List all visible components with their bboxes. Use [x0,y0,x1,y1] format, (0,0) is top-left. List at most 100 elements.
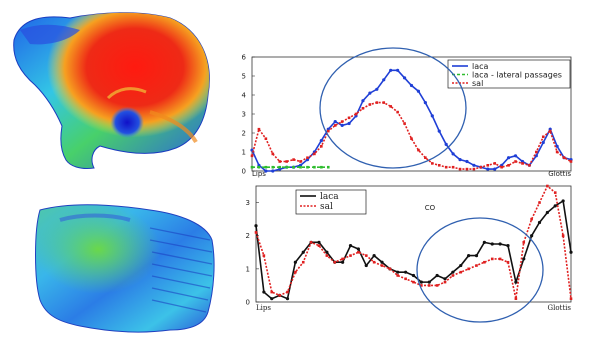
data-point [472,167,476,171]
data-point [250,165,254,169]
data-point [264,169,268,173]
data-point [437,129,441,133]
data-point [506,260,510,264]
data-point [451,274,455,277]
data-point [562,156,566,159]
data-point [420,284,423,287]
data-point [306,156,309,159]
data-point [417,148,420,152]
data-point [341,260,345,264]
data-point [444,165,448,169]
data-point [372,260,376,264]
data-point [522,241,526,244]
data-point [514,160,517,163]
data-point [270,290,274,294]
data-point [541,135,545,139]
data-point [326,165,330,169]
data-point [451,270,455,274]
data-point [278,165,282,169]
data-point [264,137,268,140]
data-point [427,284,431,287]
data-point [486,167,490,171]
data-point [435,273,439,278]
legend-box [295,189,367,215]
data-point [270,297,274,301]
y-tick-label: 2 [242,130,246,138]
highlight-ellipse [319,47,467,169]
data-point [459,263,463,268]
data-point [294,270,297,274]
data-point [326,129,330,133]
data-point [521,162,524,165]
series-line-sal [255,184,572,299]
data-point [404,270,408,274]
data-point [354,112,358,116]
data-point [285,160,288,163]
series-line-laca [255,199,572,300]
data-point [333,124,337,127]
data-point [262,254,266,257]
legend-label: laca [472,62,489,71]
data-point [569,250,573,254]
data-point [490,242,494,246]
data-point [411,273,416,278]
legend-label: laca [320,192,339,202]
data-point [380,264,384,267]
data-point [368,103,372,106]
data-point [416,89,421,93]
data-point [368,91,372,95]
data-point [530,234,534,238]
data-point [293,260,297,264]
data-point [498,257,502,261]
data-point [546,184,549,188]
data-point [364,254,368,257]
data-point [423,101,427,105]
data-point [325,250,329,254]
data-point [361,99,365,103]
data-point [528,164,531,167]
vocal-tract-model-top [13,12,210,169]
data-point [347,116,351,120]
y-tick-label: 0 [242,168,246,176]
data-point [402,76,407,80]
data-point [396,274,400,277]
data-point [451,165,455,169]
data-point [313,152,316,156]
y-tick-label: 1 [242,149,246,157]
data-point [299,165,302,169]
data-point [514,297,518,300]
data-point [535,150,538,154]
data-point [467,254,471,258]
data-point [479,165,483,169]
legend-box [447,59,571,89]
y-tick-label: 5 [242,73,246,81]
data-point [372,254,376,258]
x-label-lips: Lips [252,170,266,178]
data-point [292,158,295,161]
data-point [262,290,266,294]
data-point [317,244,321,247]
data-point [537,220,542,225]
data-point [472,163,476,167]
legend-label: sal [472,79,483,88]
vocal-tract-model-bottom [35,204,215,333]
data-point [264,165,268,169]
data-point [553,191,557,194]
data-point [340,123,344,127]
data-point [357,250,360,254]
data-point [458,167,462,171]
data-point [382,78,386,82]
data-point [561,199,565,203]
data-point [285,165,288,169]
data-point [483,260,486,264]
data-point [348,244,353,248]
data-point [301,250,305,254]
data-point [475,264,478,267]
data-point [375,101,379,104]
data-point [490,257,494,261]
y-tick-label: 1 [246,265,250,273]
data-point [254,224,258,228]
data-point [444,142,448,146]
